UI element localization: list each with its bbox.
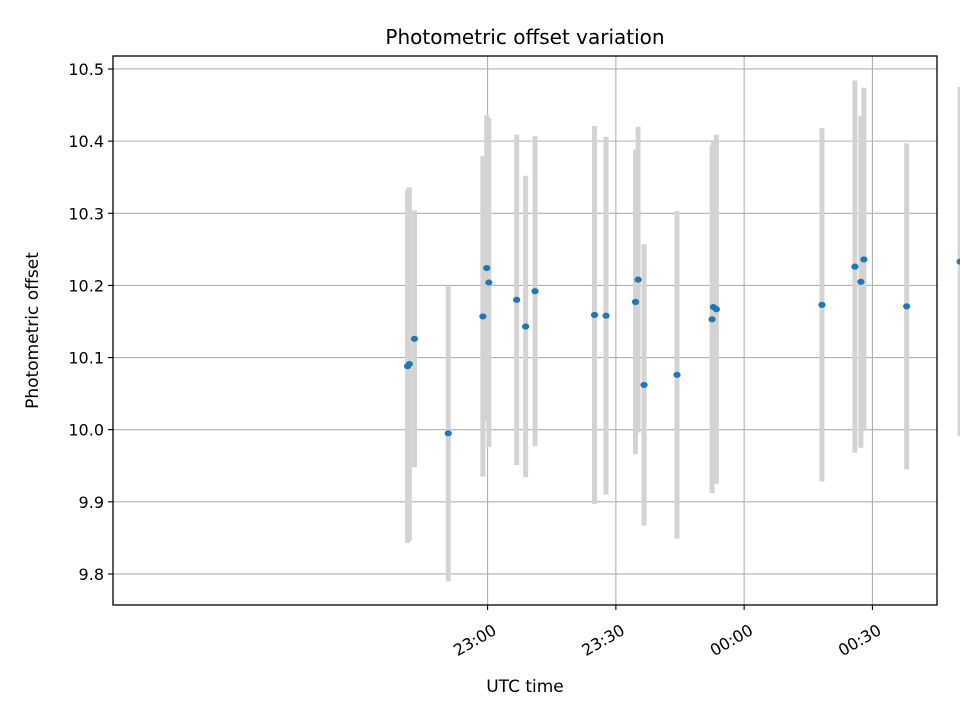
- data-point: [485, 279, 493, 286]
- data-point: [851, 263, 859, 270]
- data-point: [640, 381, 648, 389]
- y-tick-label: 10.2: [68, 276, 104, 295]
- y-axis: 9.8 9.9 10.0 10.1 10.2 10.3 10.4 10.5: [68, 60, 113, 584]
- y-tick-label: 10.4: [68, 132, 104, 151]
- y-tick-label: 9.9: [79, 493, 104, 512]
- data-point: [513, 296, 521, 303]
- y-tick-label: 10.5: [68, 60, 104, 79]
- data-point: [522, 323, 530, 330]
- data-point: [818, 301, 826, 308]
- y-axis-label: Photometric offset: [23, 252, 43, 409]
- x-tick-label: 00:00: [707, 620, 756, 660]
- data-point: [479, 313, 487, 320]
- y-tick-label: 10.3: [68, 204, 104, 223]
- data-point: [857, 278, 865, 285]
- chart-title: Photometric offset variation: [385, 25, 664, 49]
- data-point: [956, 258, 960, 265]
- data-point: [531, 288, 539, 295]
- y-tick-label: 9.8: [79, 565, 104, 584]
- x-axis-label: UTC time: [486, 677, 564, 697]
- data-point: [405, 360, 413, 368]
- data-point: [590, 311, 599, 319]
- data-point: [602, 312, 610, 319]
- plot-frame: [112, 55, 938, 606]
- x-tick-label: 23:00: [450, 620, 499, 660]
- data-points: [404, 256, 960, 437]
- data-point: [483, 264, 491, 272]
- data-point: [712, 306, 720, 313]
- x-tick-label: 23:30: [578, 620, 627, 660]
- data-point: [631, 298, 640, 306]
- data-point: [860, 256, 868, 263]
- error-bars: [405, 80, 960, 582]
- data-point: [444, 430, 452, 437]
- data-point: [410, 335, 419, 342]
- data-point: [903, 303, 911, 310]
- y-tick-label: 10.0: [68, 421, 104, 440]
- y-tick-label: 10.1: [68, 349, 104, 368]
- data-point: [673, 371, 681, 378]
- data-point: [634, 276, 642, 283]
- data-point: [708, 316, 716, 323]
- x-tick-label: 00:30: [835, 620, 884, 660]
